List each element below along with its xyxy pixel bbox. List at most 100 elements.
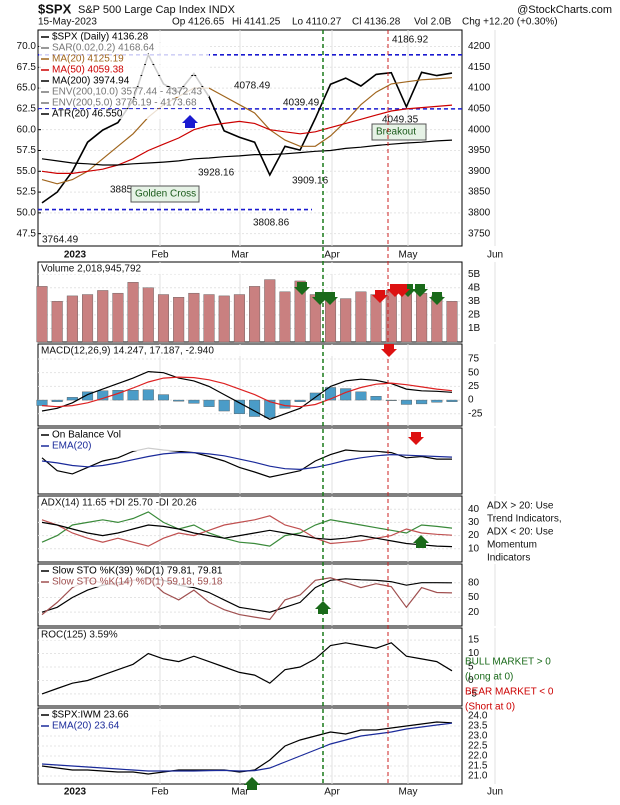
panel-title: MACD(12,26,9) 14.247, 17.187, -2.940: [41, 346, 214, 357]
annotation-box: [130, 185, 200, 203]
legend-entry: On Balance Vol: [52, 430, 121, 441]
y-tick-label: 25: [468, 381, 480, 392]
bar: [233, 294, 245, 343]
legend-entry: EMA(20) 23.64: [52, 721, 120, 732]
bar: [218, 399, 230, 412]
source: @StockCharts.com: [517, 4, 612, 16]
y-tick-label: 1B: [468, 323, 481, 334]
signal-arrow: [412, 284, 428, 297]
series-line: [41, 452, 453, 471]
bar: [385, 399, 397, 401]
y-tick-label: 23.5: [468, 721, 488, 732]
legend-entry: Slow STO %K(14) %D(1) 59.18, 59.18: [52, 577, 223, 588]
legend-bg: [39, 87, 209, 97]
x-tick-label: May: [399, 787, 418, 798]
bar: [157, 394, 169, 401]
series-line: [41, 139, 453, 166]
legend-entry: ENV(200,10.0) 3577.44 - 4372.43: [52, 87, 203, 98]
y-tick-label: -5: [468, 689, 477, 700]
bar: [325, 387, 337, 401]
series-line: [41, 52, 453, 204]
signal-arrow: [429, 292, 445, 305]
legend-entry: Slow STO %K(39) %D(1) 79.81, 79.81: [52, 566, 223, 577]
bar: [294, 280, 306, 343]
bar: [36, 399, 48, 406]
bar: [233, 399, 245, 414]
annotation: 4049.35: [382, 115, 419, 126]
bar: [400, 288, 412, 343]
legend-bg: [39, 721, 209, 731]
header-stat: Vol 2.0B: [414, 17, 452, 28]
legend-bg: [39, 710, 209, 720]
series-line: [41, 642, 453, 695]
annotation: ADX < 20: Use: [487, 527, 554, 538]
legend-bg: [39, 441, 209, 451]
y-tick-label: 3750: [468, 228, 491, 239]
y-tick-label: 3800: [468, 208, 491, 219]
bar: [82, 391, 94, 401]
legend-entry: EMA(20): [52, 441, 91, 452]
bar: [82, 294, 94, 343]
y-tick-label: 0: [468, 395, 474, 406]
legend-entry: MA(50) 4059.38: [52, 65, 124, 76]
signal-arrow: [244, 777, 260, 790]
signal-arrow: [315, 601, 331, 614]
x-tick-label: Mar: [231, 787, 249, 798]
legend-bg: [39, 65, 209, 75]
y2-tick-label: 52.5: [17, 187, 37, 198]
annotation: Momentum: [487, 540, 537, 551]
signal-arrow: [294, 282, 310, 295]
legend-entry: $SPX (Daily) 4136.28: [52, 32, 149, 43]
bar: [173, 297, 185, 343]
signal-arrow: [312, 292, 328, 305]
annotation: BULL MARKET > 0: [465, 657, 551, 668]
y-tick-label: 3850: [468, 187, 491, 198]
x-tick-label: Feb: [151, 787, 169, 798]
y-tick-label: 4B: [468, 282, 481, 293]
bar: [249, 399, 261, 417]
series-line: [41, 376, 453, 408]
bar: [249, 286, 261, 343]
bar: [431, 399, 443, 403]
bar: [203, 294, 215, 343]
legend-entry: MA(20) 4125.19: [52, 54, 124, 65]
series-line: [41, 104, 453, 174]
title-bg: [39, 263, 339, 274]
x-tick-label: 2023: [64, 250, 87, 261]
y2-tick-label: 50.0: [17, 208, 37, 219]
legend-bg: [39, 43, 209, 53]
y2-tick-label: 62.5: [17, 104, 37, 115]
x-tick-label: Mar: [231, 250, 249, 261]
x-tick-label: Jun: [487, 787, 503, 798]
bar: [36, 286, 48, 343]
annotation: BEAR MARKET < 0: [465, 687, 554, 698]
annotation: 4186.92: [392, 35, 429, 46]
y-tick-label: 2B: [468, 310, 481, 321]
header-stat: Hi 4141.25: [232, 17, 281, 28]
y2-tick-label: 70.0: [17, 41, 37, 52]
legend-bg: [39, 566, 209, 576]
bar: [51, 399, 63, 402]
annotation: ADX > 20: Use: [487, 501, 554, 512]
bar: [51, 301, 63, 343]
bar: [127, 390, 139, 401]
legend-entry: $SPX:IWM 23.66: [52, 710, 129, 721]
bar: [142, 389, 154, 401]
bar: [264, 399, 276, 418]
signal-arrow: [394, 284, 410, 297]
series-line: [41, 521, 453, 548]
y-tick-label: 20: [468, 530, 480, 541]
legend-entry: ENV(200,5.0) 3776.19 - 4173.68: [52, 98, 197, 109]
date: 15-May-2023: [38, 17, 97, 28]
header-stat: Op 4126.65: [172, 17, 225, 28]
header-stat: Lo 4110.27: [292, 17, 342, 28]
y-tick-label: 4000: [468, 124, 491, 135]
y-tick-label: 4200: [468, 41, 491, 52]
annotation: 4078.49: [234, 81, 271, 92]
annotation: Trend Indicators,: [487, 514, 562, 525]
panel-title: Volume 2,018,945,792: [41, 264, 142, 275]
y-tick-label: 21.0: [468, 771, 488, 782]
annotation: 3808.86: [253, 218, 290, 229]
y2-tick-label: 60.0: [17, 124, 37, 135]
y-tick-label: 50: [468, 367, 480, 378]
